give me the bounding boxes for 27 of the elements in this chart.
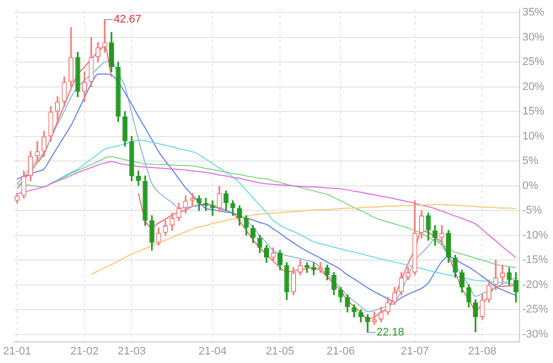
x-tick-label: 21-03: [118, 345, 146, 358]
annotation: 42.67: [114, 14, 142, 26]
y-tick-label: 5%: [522, 155, 538, 168]
y-tick-label: 25%: [522, 56, 545, 68]
y-tick-label: 15%: [522, 106, 545, 118]
x-tick-label: 21-01: [3, 345, 32, 358]
y-tick-label: -20%: [522, 278, 548, 291]
y-tick-label: -5%: [522, 204, 542, 217]
y-tick-label: 0%: [522, 180, 538, 192]
y-tick-label: -30%: [522, 328, 548, 340]
candlestick: [318, 262, 323, 273]
y-tick-label: 20%: [522, 80, 545, 93]
x-tick-label: 21-06: [326, 345, 355, 358]
y-tick-label: -10%: [522, 229, 548, 242]
x-tick-label: 21-04: [198, 345, 227, 358]
x-tick-label: 21-07: [400, 345, 429, 358]
line-series: [90, 204, 516, 275]
y-tick-label: 35%: [522, 6, 545, 19]
y-tick-label: 30%: [522, 31, 545, 44]
x-tick-label: 21-08: [468, 345, 496, 358]
y-tick-label: 10%: [522, 130, 545, 142]
x-tick-label: 21-05: [266, 345, 294, 358]
candlestick: [304, 262, 310, 273]
annotation: 22.18: [376, 326, 404, 338]
y-tick-label: -25%: [522, 304, 548, 316]
x-tick-label: 21-02: [70, 345, 99, 358]
y-tick-label: -15%: [522, 254, 548, 266]
